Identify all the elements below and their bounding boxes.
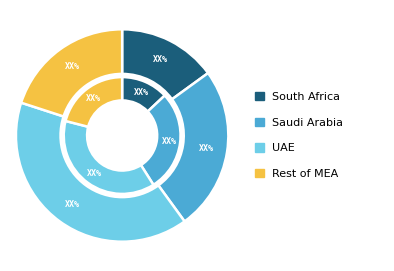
Wedge shape (16, 103, 184, 242)
Text: XX%: XX% (65, 62, 80, 71)
Text: XX%: XX% (85, 94, 101, 103)
Text: XX%: XX% (65, 200, 80, 209)
Text: XX%: XX% (199, 144, 214, 153)
Text: XX%: XX% (153, 55, 168, 64)
Wedge shape (21, 29, 122, 117)
Legend: South Africa, Saudi Arabia, UAE, Rest of MEA: South Africa, Saudi Arabia, UAE, Rest of… (255, 92, 344, 179)
Wedge shape (158, 73, 229, 221)
Text: XX%: XX% (87, 169, 102, 178)
Wedge shape (64, 121, 153, 194)
Text: XX%: XX% (162, 137, 177, 146)
Wedge shape (122, 77, 165, 111)
Wedge shape (65, 77, 122, 127)
Text: XX%: XX% (134, 88, 149, 97)
Wedge shape (122, 29, 208, 99)
Wedge shape (141, 95, 180, 185)
